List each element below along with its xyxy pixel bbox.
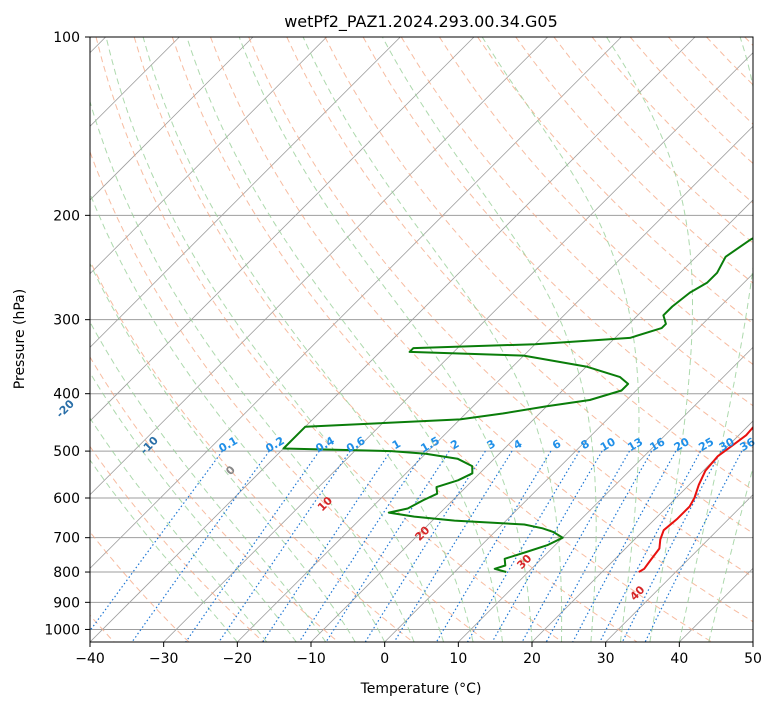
dry-adiabat-line <box>248 37 753 578</box>
moist-adiabat-line <box>90 321 327 642</box>
mixing-ratio-line <box>644 450 743 642</box>
x-tick-label: 0 <box>380 651 389 667</box>
isotherm-line <box>90 37 696 642</box>
grid-layer <box>90 37 753 642</box>
x-tick-label: −10 <box>296 651 326 667</box>
mixing-ratio-line <box>491 450 603 642</box>
dry-adiabat-line <box>171 37 712 642</box>
dry-adiabat-line <box>90 445 264 642</box>
x-tick-label: −40 <box>75 651 105 667</box>
chart-title: wetPf2_PAZ1.2024.293.00.34.G05 <box>284 12 558 32</box>
dry-adiabat-line <box>133 37 638 642</box>
mixing-ratio-line <box>262 450 392 642</box>
mixing-ratio-line <box>393 450 513 642</box>
mixing-ratio-line <box>185 450 320 642</box>
dry-adiabat-line <box>477 37 753 325</box>
x-tick-label: −20 <box>223 651 253 667</box>
moist-adiabat-line <box>238 37 533 642</box>
dry-adiabat-line <box>90 356 339 642</box>
x-tick-label: 20 <box>523 651 541 667</box>
moist-adiabat-line <box>90 417 268 642</box>
isotherm-line <box>90 37 475 422</box>
y-tick-label: 700 <box>53 531 80 547</box>
y-tick-label: 100 <box>53 30 80 46</box>
x-tick-label: −30 <box>149 651 179 667</box>
mixing-ratio-line <box>90 450 223 632</box>
isotherm-line <box>458 346 753 642</box>
mixing-ratio-line <box>599 450 702 642</box>
moist-adiabat-line <box>105 37 445 642</box>
mixing-ratio-line <box>545 450 653 642</box>
moist-adiabat-line <box>90 262 356 642</box>
series-layer <box>282 237 753 573</box>
y-axis-label: Pressure (hPa) <box>12 289 28 389</box>
y-tick-label: 1000 <box>44 622 80 638</box>
isotherm-line <box>752 641 753 642</box>
moist-adiabat-line <box>142 37 474 642</box>
dry-adiabat-line <box>90 259 414 642</box>
dry-adiabat-line <box>210 37 753 623</box>
dry-adiabat-line <box>95 37 563 642</box>
x-tick-label: 30 <box>597 651 615 667</box>
y-tick-label: 600 <box>53 491 80 507</box>
isotherm-line <box>90 37 254 201</box>
y-tick-label: 200 <box>53 208 80 224</box>
moist-adiabat-line <box>381 37 597 642</box>
y-tick-label: 300 <box>53 313 80 329</box>
dry-adiabat-line <box>90 150 488 642</box>
x-tick-label: 10 <box>449 651 467 667</box>
y-tick-label: 900 <box>53 595 80 611</box>
isotherm-line <box>90 37 548 496</box>
moist-adiabat-line <box>606 37 693 642</box>
isotherm-line <box>90 37 401 348</box>
isotherm-line <box>163 52 753 642</box>
y-axis: 100 200 300 400 500 600 700 800 900 1000 <box>44 30 90 638</box>
dry-adiabat-line <box>438 37 753 366</box>
mixing-ratio-line <box>218 450 351 642</box>
x-axis-label: Temperature (°C) <box>360 681 482 697</box>
moist-adiabat-line <box>90 459 238 642</box>
isotherm-line <box>531 420 753 642</box>
moist-adiabat-line <box>90 192 386 642</box>
isotherm-line <box>384 273 753 642</box>
dewpoint-profile-line <box>282 237 753 573</box>
mixing-ratio-line <box>298 450 425 642</box>
moist-adiabat-line <box>186 37 503 642</box>
moist-adiabat-line <box>481 37 640 642</box>
mixing-ratio-line <box>572 450 677 642</box>
y-tick-label: 500 <box>53 444 80 460</box>
x-tick-label: 40 <box>670 651 688 667</box>
y-tick-label: 400 <box>53 387 80 403</box>
moist-adiabat-line <box>302 37 563 642</box>
moist-adiabat-line <box>90 99 415 642</box>
moist-adiabat-line <box>678 37 753 642</box>
moist-adiabat-line <box>708 465 753 642</box>
temperature-profile-line <box>638 425 753 573</box>
mixing-ratio-line <box>521 450 631 642</box>
isotherm-line <box>605 494 753 642</box>
x-axis: −40 −30 −20 −10 0 10 20 30 40 50 <box>75 642 762 667</box>
mixing-ratio-line <box>621 450 722 642</box>
isotherm-line <box>237 125 753 642</box>
dry-adiabat-line <box>324 37 753 491</box>
isotherm-line <box>90 37 327 275</box>
moist-adiabat-line <box>90 371 297 642</box>
x-tick-label: 50 <box>744 651 762 667</box>
plot-background <box>90 37 753 642</box>
y-tick-label: 800 <box>53 565 80 581</box>
isotherm-line <box>90 37 622 569</box>
dry-adiabat-line <box>286 37 753 534</box>
plot-frame <box>89 36 754 643</box>
